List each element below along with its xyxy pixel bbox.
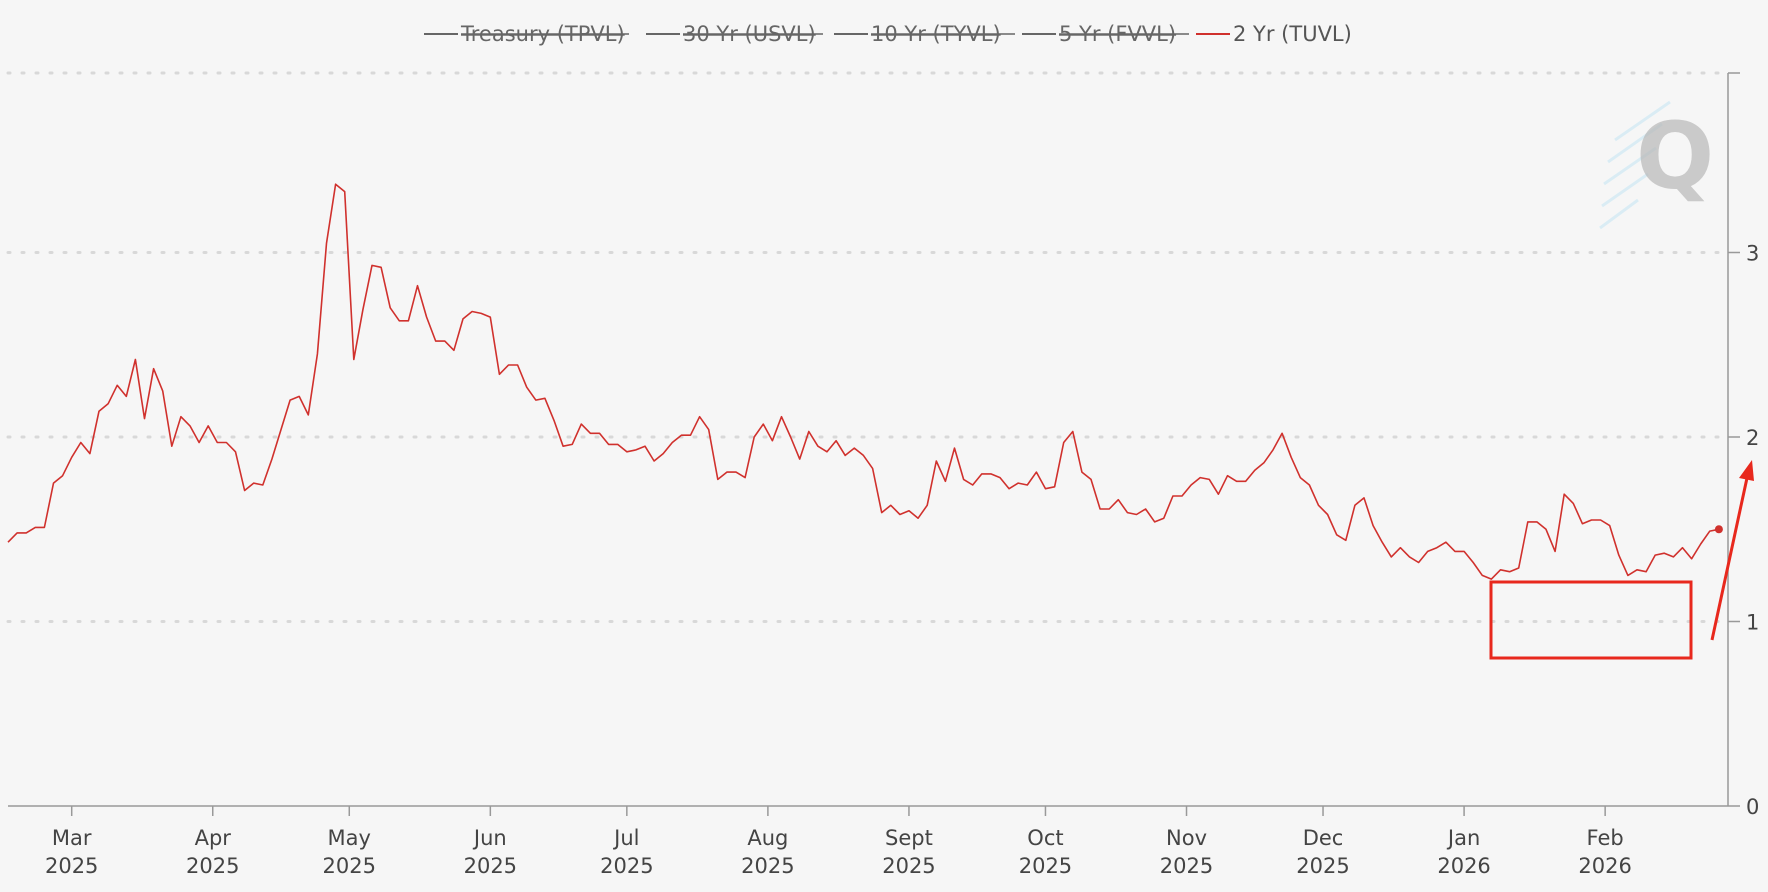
x-tick-year: 2026 xyxy=(1578,854,1631,878)
x-tick-year: 2025 xyxy=(1160,854,1213,878)
x-tick-month: Jul xyxy=(612,826,639,850)
x-tick-month: May xyxy=(328,826,371,850)
series-line-2yr xyxy=(7,183,1720,580)
svg-text:Q: Q xyxy=(1636,103,1714,210)
legend-item-2[interactable]: 10 Yr (TYVL) xyxy=(834,22,1015,46)
x-tick-month: Nov xyxy=(1166,826,1207,850)
legend-item-1[interactable]: 30 Yr (USVL) xyxy=(646,22,823,46)
y-tick-label: 1 xyxy=(1746,611,1759,635)
x-tick-month: Jan xyxy=(1446,826,1480,850)
legend-item-3[interactable]: 5 Yr (FVVL) xyxy=(1022,22,1189,46)
y-tick-label: 3 xyxy=(1746,242,1759,266)
x-tick-year: 2025 xyxy=(45,854,98,878)
x-tick-year: 2025 xyxy=(741,854,794,878)
x-tick-month: Oct xyxy=(1027,826,1063,850)
legend-item-4[interactable]: 2 Yr (TUVL) xyxy=(1196,22,1352,46)
x-tick-year: 2025 xyxy=(323,854,376,878)
last-point-marker xyxy=(1714,525,1723,534)
x-tick-month: Apr xyxy=(195,826,232,850)
legend-label: 2 Yr (TUVL) xyxy=(1233,22,1352,46)
x-tick-month: Feb xyxy=(1587,826,1624,850)
legend-item-0[interactable]: Treasury (TPVL) xyxy=(424,22,629,46)
series xyxy=(7,183,1723,580)
highlight-box xyxy=(1489,580,1693,660)
x-tick-year: 2025 xyxy=(1019,854,1072,878)
x-tick-month: Jun xyxy=(472,826,507,850)
trend-arrow-shaft xyxy=(1710,477,1749,641)
y-tick-label: 0 xyxy=(1746,795,1759,819)
trend-arrow-head xyxy=(1739,460,1754,481)
x-tick-year: 2025 xyxy=(1296,854,1349,878)
watermark-logo: Q xyxy=(1599,100,1714,230)
x-tick-month: Aug xyxy=(747,826,788,850)
x-tick-year: 2025 xyxy=(600,854,653,878)
x-tick-year: 2025 xyxy=(186,854,239,878)
x-tick-year: 2025 xyxy=(882,854,935,878)
axes: Mar 2025 Apr 2025 May 2025 Jun 2025 Jul 2025 Aug 20… xyxy=(8,72,1740,878)
grid: 0 1 2 3 xyxy=(6,71,1759,819)
x-tick-month: Dec xyxy=(1303,826,1344,850)
legend: Treasury (TPVL) 30 Yr (USVL) 10 Yr (TYVL) 5… xyxy=(424,22,1352,46)
x-tick-month: Sept xyxy=(885,826,933,850)
x-tick-month: Mar xyxy=(52,826,92,850)
x-tick-year: 2026 xyxy=(1437,854,1490,878)
x-tick-year: 2025 xyxy=(464,854,517,878)
y-tick-label: 2 xyxy=(1746,426,1759,450)
annotations xyxy=(1489,460,1754,660)
